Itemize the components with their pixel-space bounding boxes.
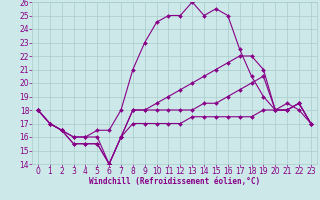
X-axis label: Windchill (Refroidissement éolien,°C): Windchill (Refroidissement éolien,°C): [89, 177, 260, 186]
